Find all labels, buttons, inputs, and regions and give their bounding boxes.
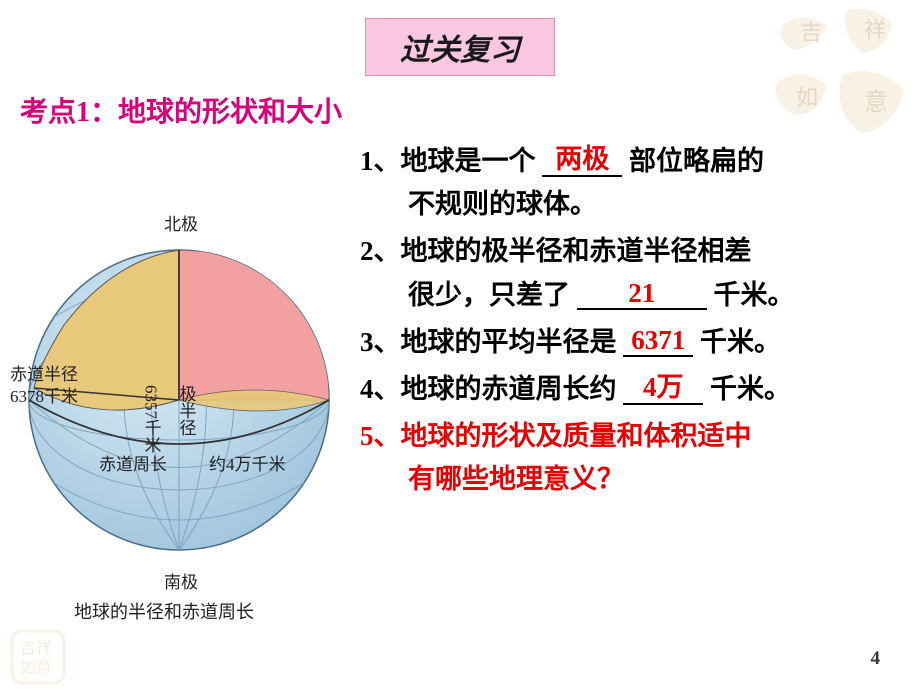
page-title: 过关复习 [365, 18, 555, 76]
equator-radius-value: 6378千米 [10, 387, 78, 406]
content-block: 1、地球是一个 两极 部位略扁的 不规则的球体。 2、地球的极半径和赤道半径相差… [360, 140, 900, 506]
south-pole-label: 南极 [164, 573, 198, 592]
watermark-bottom-left: 吉祥 如意 [8, 627, 68, 687]
diagram-caption: 地球的半径和赤道周长 [74, 602, 254, 622]
svg-text:祥: 祥 [864, 17, 886, 42]
line3-text-a: 3、地球的平均半径是 [360, 327, 617, 357]
line-1: 1、地球是一个 两极 部位略扁的 不规则的球体。 [360, 140, 900, 226]
polar-radius-label: 极半径 [177, 385, 197, 436]
line-4: 4、地球的赤道周长约 4万 千米。 [360, 368, 900, 411]
svg-text:如意: 如意 [20, 658, 52, 677]
line5-text-a: 5、地球的形状及质量和体积适中 [360, 421, 752, 451]
line1-text-a: 1、地球是一个 [360, 146, 536, 176]
page-number: 4 [871, 648, 881, 670]
svg-text:意: 意 [864, 89, 888, 116]
line1-text-b: 部位略扁的 [629, 146, 764, 176]
earth-diagram: 北极 南极 6357千米 极半径 赤道半径 6378千米 赤道周长 约4万千米 … [4, 170, 354, 630]
line2-wrap: 很少，只差了 21 千米。 [360, 274, 900, 317]
line3-text-b: 千米。 [700, 327, 781, 357]
svg-text:吉祥: 吉祥 [20, 639, 52, 657]
line2-blank: 21 [577, 279, 707, 311]
line1-text-c: 不规则的球体。 [360, 183, 900, 226]
line2-text-b: 很少，只差了 [408, 280, 570, 310]
watermark-top-right: 吉 祥 如 意 [772, 5, 912, 155]
line2-text-c: 千米。 [714, 280, 795, 310]
equator-circ-label: 赤道周长 [99, 455, 167, 474]
equator-radius-label: 赤道半径 [10, 365, 78, 384]
line4-text-a: 4、地球的赤道周长约 [360, 374, 617, 404]
line-5: 5、地球的形状及质量和体积适中 有哪些地理意义？ [360, 415, 900, 501]
svg-text:如: 如 [796, 85, 818, 110]
polar-radius-value: 6357千米 [142, 385, 162, 453]
line4-text-b: 千米。 [710, 374, 791, 404]
cut-face-vertical [179, 250, 329, 400]
line-2: 2、地球的极半径和赤道半径相差 很少，只差了 21 千米。 [360, 230, 900, 316]
line5-text-b: 有哪些地理意义？ [360, 458, 900, 501]
equator-len-label: 约4万千米 [209, 455, 286, 474]
north-pole-label: 北极 [164, 215, 198, 234]
line2-text-a: 2、地球的极半径和赤道半径相差 [360, 236, 752, 266]
line3-blank: 6371 [623, 326, 693, 358]
line-3: 3、地球的平均半径是 6371 千米。 [360, 321, 900, 364]
topic-heading: 考点1：地球的形状和大小 [20, 90, 342, 130]
svg-text:吉: 吉 [800, 20, 822, 45]
line1-blank: 两极 [542, 145, 622, 177]
line4-blank: 4万 [623, 373, 703, 405]
